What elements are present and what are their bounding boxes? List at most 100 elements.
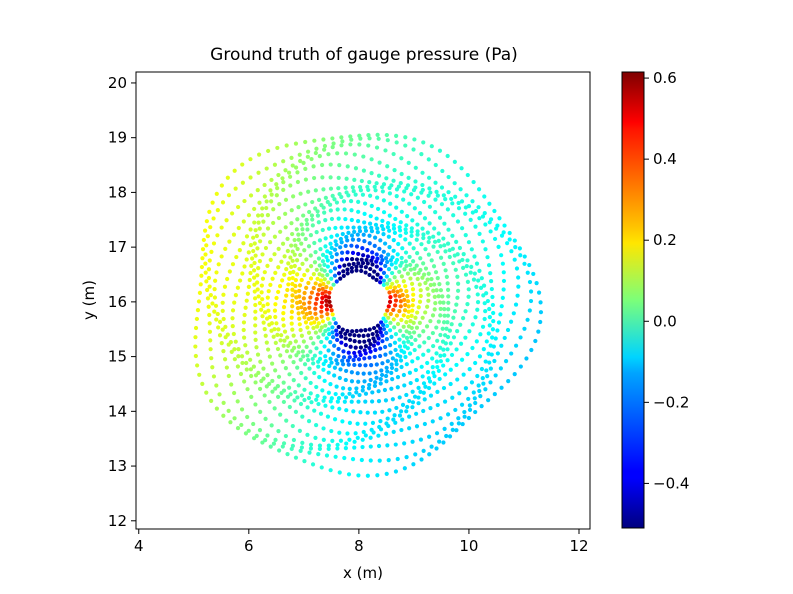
scatter-point bbox=[347, 355, 352, 360]
scatter-point bbox=[490, 327, 496, 332]
scatter-point bbox=[456, 421, 461, 426]
scatter-point bbox=[449, 322, 454, 327]
scatter-point bbox=[286, 282, 291, 287]
scatter-point bbox=[363, 328, 368, 333]
scatter-point bbox=[437, 282, 442, 287]
scatter-point bbox=[398, 354, 403, 359]
scatter-point bbox=[248, 175, 253, 180]
scatter-point bbox=[512, 371, 517, 377]
scatter-point bbox=[374, 252, 379, 257]
scatter-point bbox=[445, 313, 451, 318]
scatter-point bbox=[307, 366, 312, 371]
scatter-point bbox=[341, 199, 347, 204]
scatter-point bbox=[273, 302, 278, 307]
scatter-point bbox=[209, 249, 214, 254]
scatter-point bbox=[464, 193, 469, 198]
scatter-point bbox=[351, 357, 356, 363]
scatter-point bbox=[398, 288, 403, 293]
scatter-point bbox=[212, 295, 218, 300]
scatter-point bbox=[457, 245, 463, 251]
scatter-point bbox=[399, 171, 404, 177]
scatter-point bbox=[477, 388, 482, 394]
scatter-point bbox=[331, 141, 336, 146]
scatter-point bbox=[244, 257, 249, 262]
scatter-point bbox=[358, 345, 363, 350]
scatter-point bbox=[336, 396, 342, 401]
scatter-point bbox=[296, 205, 301, 210]
scatter-point bbox=[517, 246, 522, 251]
scatter-point bbox=[417, 333, 422, 338]
scatter-point bbox=[380, 409, 385, 414]
scatter-point bbox=[343, 377, 348, 383]
scatter-point bbox=[538, 300, 543, 305]
scatter-point bbox=[342, 455, 347, 461]
scatter-point bbox=[456, 281, 461, 286]
scatter-point bbox=[299, 370, 304, 376]
scatter-point bbox=[323, 217, 328, 223]
scatter-point bbox=[419, 152, 424, 157]
scatter-point bbox=[401, 372, 406, 378]
scatter-point bbox=[522, 326, 527, 331]
scatter-point bbox=[473, 360, 478, 366]
scatter-point bbox=[477, 216, 482, 221]
scatter-point bbox=[357, 229, 363, 234]
scatter-point bbox=[435, 276, 440, 281]
scatter-point bbox=[502, 335, 507, 341]
scatter-point bbox=[416, 305, 421, 310]
scatter-point bbox=[275, 185, 280, 191]
scatter-point bbox=[281, 159, 286, 164]
scatter-point bbox=[486, 398, 491, 403]
scatter-point bbox=[387, 213, 392, 218]
scatter-point bbox=[335, 151, 340, 156]
scatter-point bbox=[276, 327, 281, 332]
scatter-point bbox=[290, 348, 295, 353]
scatter-point bbox=[432, 307, 437, 312]
scatter-point bbox=[358, 352, 363, 358]
scatter-point bbox=[253, 302, 258, 308]
scatter-point bbox=[260, 252, 265, 257]
scatter-point bbox=[209, 356, 214, 361]
scatter-point bbox=[434, 288, 439, 293]
scatter-point bbox=[330, 438, 335, 443]
scatter-point bbox=[297, 288, 302, 294]
scatter-point bbox=[498, 312, 503, 317]
scatter-point bbox=[265, 372, 270, 378]
scatter-point bbox=[362, 239, 367, 244]
scatter-point bbox=[288, 354, 293, 359]
scatter-point bbox=[333, 239, 338, 244]
scatter-point bbox=[444, 433, 449, 439]
scatter-point bbox=[424, 324, 430, 329]
scatter-point bbox=[403, 143, 408, 148]
scatter-point bbox=[310, 199, 315, 205]
scatter-point bbox=[277, 202, 282, 207]
scatter-point bbox=[301, 160, 306, 165]
scatter-point bbox=[385, 164, 390, 169]
scatter-point bbox=[342, 399, 347, 404]
scatter-point bbox=[246, 284, 251, 289]
scatter-point bbox=[408, 380, 413, 386]
scatter-point bbox=[199, 264, 205, 270]
scatter-point bbox=[467, 403, 472, 408]
scatter-point bbox=[308, 253, 313, 258]
scatter-point bbox=[425, 304, 430, 309]
scatter-point bbox=[444, 274, 449, 279]
scatter-point bbox=[367, 327, 372, 332]
scatter-point bbox=[445, 347, 450, 352]
scatter-point bbox=[381, 270, 387, 275]
scatter-point bbox=[224, 365, 229, 370]
scatter-point bbox=[341, 349, 346, 354]
scatter-point bbox=[413, 179, 418, 184]
scatter-point bbox=[393, 347, 398, 353]
scatter-point bbox=[434, 446, 439, 451]
scatter-point bbox=[375, 132, 380, 137]
scatter-point bbox=[487, 323, 492, 328]
scatter-point bbox=[226, 193, 232, 198]
scatter-point bbox=[334, 358, 339, 363]
scatter-point bbox=[442, 313, 447, 318]
scatter-point bbox=[446, 300, 451, 305]
scatter-point bbox=[393, 265, 398, 270]
scatter-point bbox=[253, 373, 259, 378]
scatter-point bbox=[352, 350, 357, 356]
scatter-point bbox=[421, 235, 426, 241]
scatter-point bbox=[367, 345, 372, 351]
